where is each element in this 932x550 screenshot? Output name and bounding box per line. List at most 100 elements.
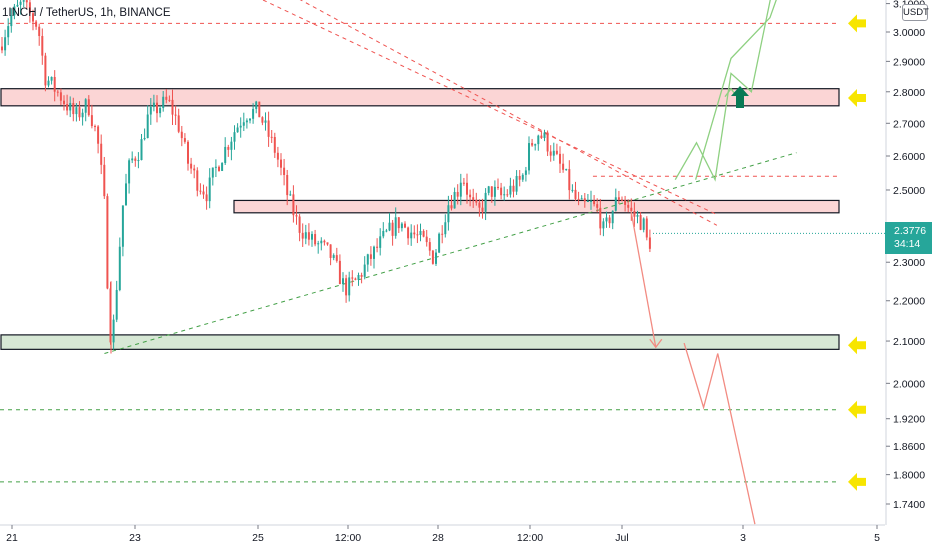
candle-body [56,91,59,93]
symbol-label: 1INCH / TetherUS, 1h, BINANCE [2,7,171,19]
candle-body [639,215,642,230]
candle-body [311,234,313,240]
candles [1,0,651,354]
candle-body [323,240,326,243]
candle-body [435,252,437,264]
candle-body [125,183,127,206]
candle-body [559,153,561,164]
candle-body [87,99,90,116]
last-price-tag: 2.3776 34:14 [885,222,932,254]
candle-body [280,159,282,168]
candle-body [524,170,527,175]
candle-body [32,13,34,22]
candle-body [593,200,596,205]
candle-body [286,175,289,196]
candle-body [348,277,351,296]
candle-body [10,15,13,27]
candle-body [134,158,137,161]
x-tick-label: 23 [129,532,141,544]
resistance-zone [0,88,840,107]
candle-body [245,120,248,123]
candle-body [552,150,555,156]
candle-body [481,207,484,212]
candle-body [261,117,264,123]
candle-body [422,231,425,237]
candle-body [128,160,131,184]
candle-body [242,122,245,126]
candle-body [338,260,341,285]
trend-line-2 [104,152,797,355]
candle-body [466,182,468,195]
candle-body [47,80,50,86]
candle-body [416,234,419,236]
candle-body [273,137,276,153]
candle-body [292,194,295,216]
candle-body [586,201,589,203]
y-tick-label: 2.6000 [893,151,925,163]
candle-body [224,146,227,163]
candle-body [642,218,645,230]
candle-body [202,191,205,195]
candle-body [7,26,10,38]
candle-body [506,194,509,196]
candle-body [180,131,183,139]
candle-body [1,46,3,51]
candle-body [472,197,475,200]
candle-body [112,319,115,343]
candle-body [50,76,53,81]
candle-body [156,102,158,114]
candle-body [193,168,196,171]
candle-body [376,246,379,248]
candle-body [94,126,96,128]
candle-body [255,101,258,109]
candle-body [38,26,41,37]
candle-body [540,135,543,138]
candle-body [599,207,602,229]
candle-body [475,199,478,203]
candle-body [605,217,608,222]
candle-body [425,236,428,243]
candle-body [149,106,152,115]
candle-body [478,202,481,208]
candle-body [63,100,65,105]
quote-currency-badge[interactable]: USDT [902,4,929,21]
candle-body [342,278,344,285]
candle-body [13,6,16,16]
candle-body [614,197,617,211]
candle-body [391,222,394,236]
candle-body [543,132,546,138]
candle-body [78,107,81,118]
candle-body [317,243,320,245]
candle-body [487,186,490,193]
y-tick-label: 2.1000 [893,336,925,348]
candle-body [549,151,552,156]
candle-body [97,126,100,144]
candle-body [159,108,162,114]
y-tick-label: 2.7000 [893,118,925,130]
arrowhead-down [649,338,663,349]
candle-body [335,255,338,261]
candle-body [577,198,580,200]
candle-body [258,101,261,118]
candle-body [397,217,400,229]
candle-body [304,232,307,239]
candle-body [565,169,568,171]
candle-body [41,36,44,56]
candle-body [162,96,165,109]
candle-body [44,55,47,86]
yellow-arrow-left-icon [848,400,866,419]
candle-body [617,197,620,200]
candle-body [208,177,211,202]
candle-body [503,194,506,196]
candle-body [131,158,134,161]
candle-body [512,185,515,192]
projection-path-up-0 [674,0,771,182]
y-tick-label: 1.8000 [893,470,925,482]
candle-body [53,76,56,92]
candle-body [249,118,251,121]
candle-body [59,92,62,101]
candle-body [90,115,93,127]
candle-body [329,244,332,258]
candle-body [484,192,487,212]
